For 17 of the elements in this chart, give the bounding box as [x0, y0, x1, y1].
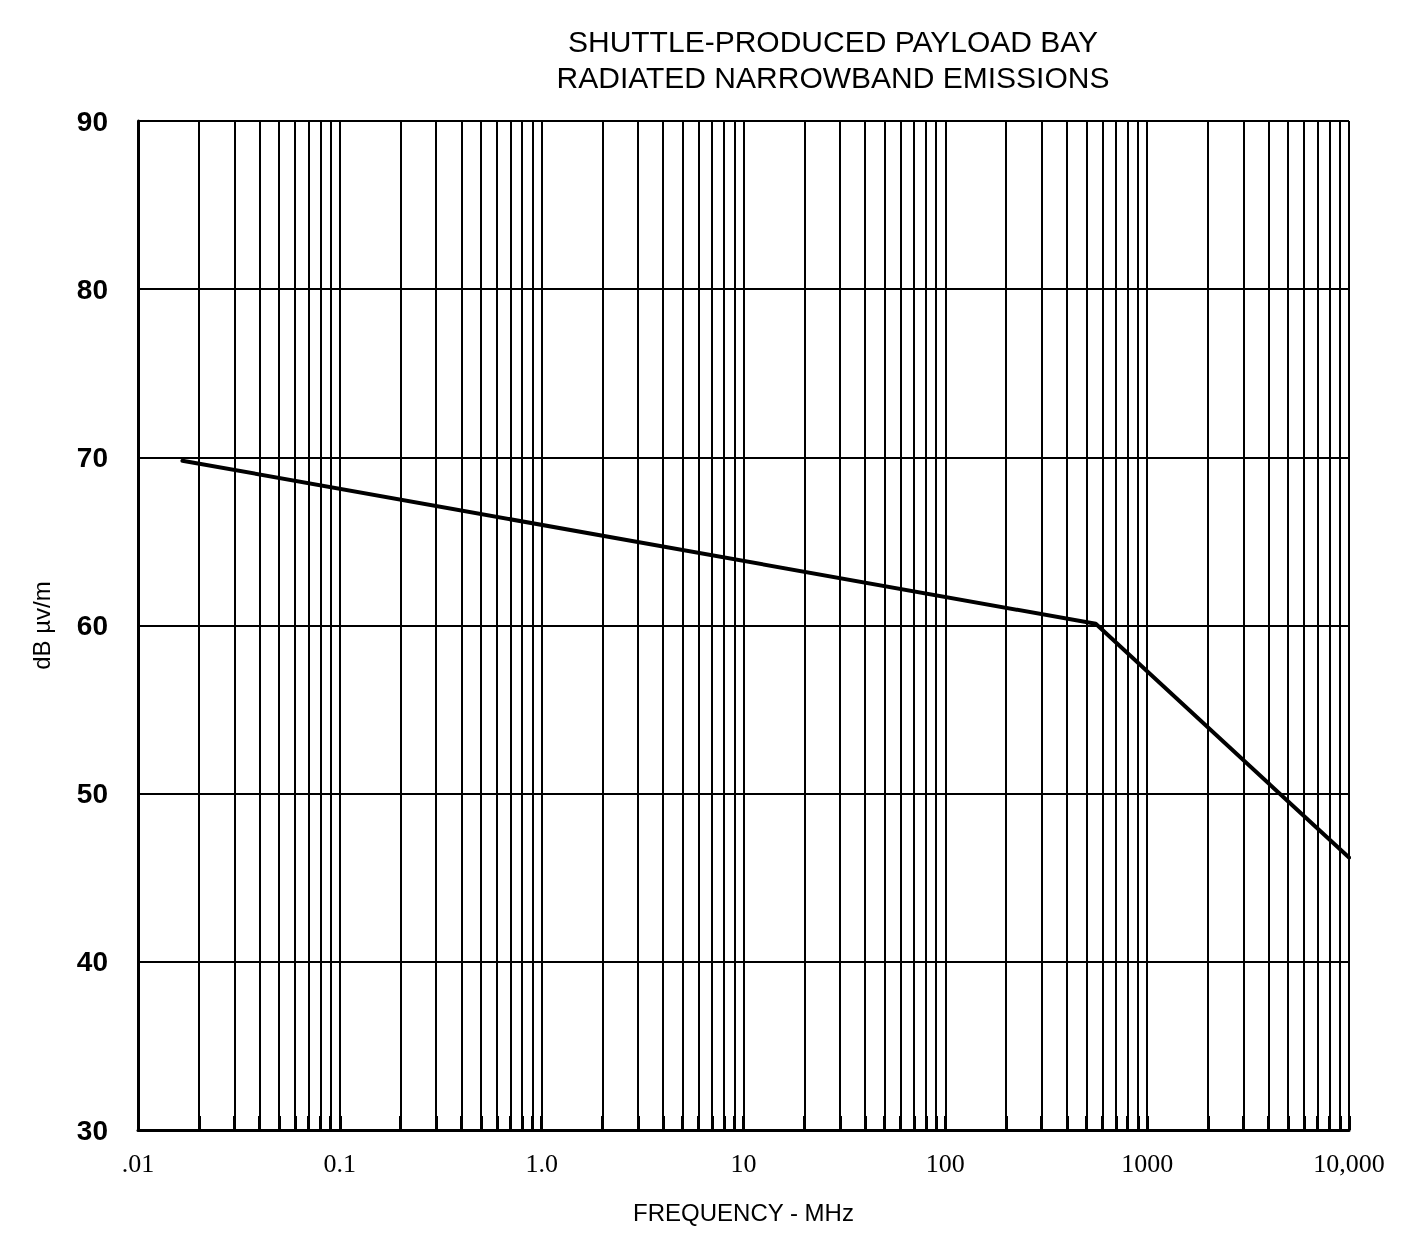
y-tick-label: 30: [76, 1114, 108, 1146]
x-tick-label: 100: [925, 1148, 965, 1178]
y-tick-label: 40: [76, 946, 108, 978]
x-tick-label: 1000: [1121, 1148, 1174, 1178]
y-tick-label: 80: [76, 273, 108, 305]
y-tick-label: 90: [76, 105, 108, 137]
x-axis-title: FREQUENCY - MHz: [633, 1198, 854, 1226]
y-axis-title: dB µv/m: [27, 581, 55, 670]
x-tick-label: 1.0: [525, 1148, 558, 1178]
x-tick-label: 10,000: [1313, 1148, 1385, 1178]
y-tick-label: 70: [76, 441, 108, 473]
chart-title: SHUTTLE-PRODUCED PAYLOAD BAY RADIATED NARROWBAND EMISSIONS: [556, 24, 1110, 94]
x-tick-label: 10: [730, 1148, 757, 1178]
y-tick-label: 50: [76, 778, 108, 810]
y-tick-label: 60: [76, 610, 108, 641]
x-tick-label: 0.1: [323, 1148, 357, 1178]
x-tick-label: .01: [121, 1148, 155, 1178]
